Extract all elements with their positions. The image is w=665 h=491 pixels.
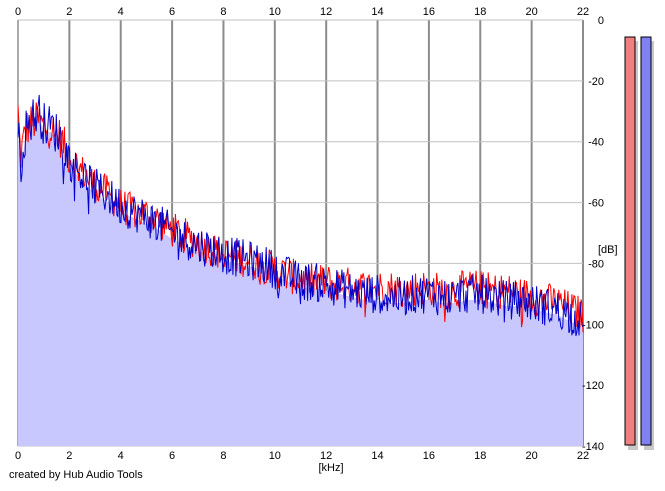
- x-tick-label-bottom: 22: [577, 450, 589, 462]
- x-tick-label-bottom: 10: [269, 450, 281, 462]
- meter-left: [624, 36, 636, 446]
- y-tick-label: -100: [582, 319, 604, 331]
- x-tick-label-top: 18: [474, 6, 486, 18]
- x-tick-label-top: 0: [15, 6, 21, 18]
- level-meters: [624, 36, 654, 450]
- x-tick-label-top: 16: [423, 6, 435, 18]
- x-tick-label-top: 20: [526, 6, 538, 18]
- y-tick-label: 0: [598, 15, 604, 27]
- x-axis-label: [kHz]: [318, 462, 343, 474]
- x-tick-label-top: 22: [577, 6, 589, 18]
- x-tick-label-bottom: 8: [220, 450, 226, 462]
- x-tick-labels-bottom: 0 2 4 6 8 10 12 14 16 18 20 22: [15, 450, 589, 462]
- series-line-blue: [17, 94, 584, 337]
- x-tick-labels-top: 0 2 4 6 8 10 12 14 16 18 20 22: [15, 6, 589, 18]
- x-tick-label-top: 12: [320, 6, 332, 18]
- x-tick-label-top: 6: [169, 6, 175, 18]
- y-tick-label: -80: [588, 258, 604, 270]
- x-tick-label-top: 14: [371, 6, 383, 18]
- x-tick-label-bottom: 12: [320, 450, 332, 462]
- x-tick-label-bottom: 0: [15, 450, 21, 462]
- y-tick-label: -120: [582, 380, 604, 392]
- y-axis-label: [dB]: [598, 244, 618, 256]
- y-tick-labels: 0 -20 -40 -60 -80 -100 -120 -140: [582, 15, 604, 453]
- spectrum-area: [18, 117, 583, 447]
- y-tick-label: -60: [588, 198, 604, 210]
- x-tick-label-top: 4: [118, 6, 124, 18]
- x-tick-label-top: 2: [66, 6, 72, 18]
- y-tick-label: -40: [588, 137, 604, 149]
- x-tick-label-bottom: 4: [118, 450, 124, 462]
- x-tick-label-bottom: 20: [526, 450, 538, 462]
- x-tick-label-bottom: 6: [169, 450, 175, 462]
- spectrum-lines: [17, 94, 584, 337]
- x-tick-label-bottom: 18: [474, 450, 486, 462]
- meter-right: [640, 36, 652, 446]
- x-tick-label-bottom: 16: [423, 450, 435, 462]
- y-tick-label: -140: [582, 441, 604, 453]
- x-tick-label-bottom: 14: [371, 450, 383, 462]
- credit-text: created by Hub Audio Tools: [9, 469, 143, 481]
- x-tick-label-top: 8: [220, 6, 226, 18]
- x-tick-label-top: 10: [269, 6, 281, 18]
- spectrum-fill: [18, 117, 583, 447]
- y-tick-label: -20: [588, 76, 604, 88]
- x-tick-label-bottom: 2: [66, 450, 72, 462]
